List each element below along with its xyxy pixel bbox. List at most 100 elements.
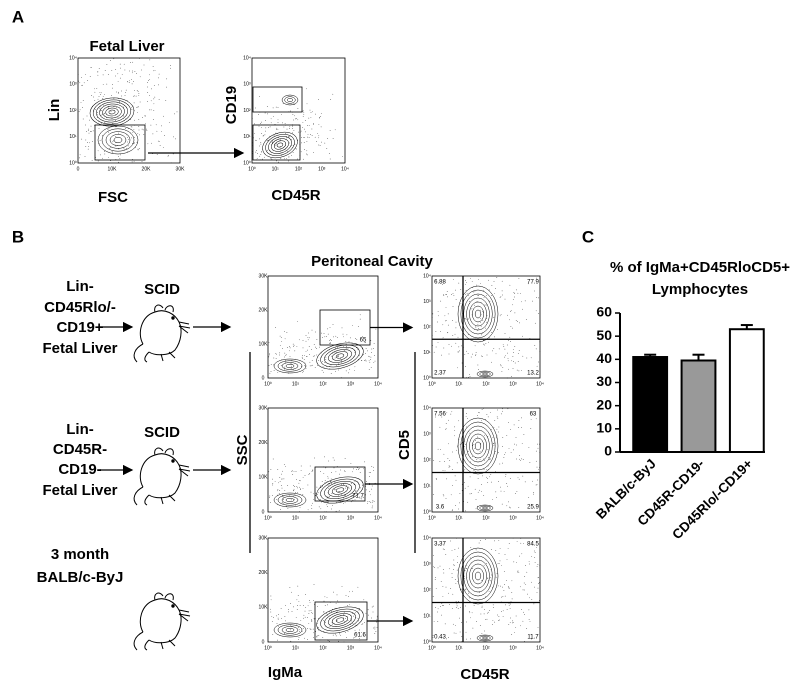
contour	[328, 613, 352, 627]
event-dot	[282, 348, 283, 349]
event-dot	[505, 604, 506, 606]
event-dot	[344, 471, 346, 473]
quadrant-value: 63	[530, 412, 537, 418]
event-dot	[146, 130, 148, 131]
event-dot	[279, 335, 281, 337]
event-dot	[346, 616, 348, 617]
event-dot	[437, 448, 439, 450]
event-dot	[315, 346, 316, 348]
event-dot	[304, 149, 305, 150]
event-dot	[368, 614, 369, 616]
event-dot	[454, 426, 456, 428]
event-dot	[87, 142, 88, 143]
event-dot	[278, 482, 280, 484]
event-dot	[509, 319, 510, 321]
event-dot	[141, 128, 143, 130]
plot-frame	[267, 407, 379, 513]
event-dot	[500, 295, 502, 297]
event-dot	[301, 630, 303, 632]
tick-label: 10⁰	[428, 381, 436, 387]
event-dot	[457, 446, 458, 448]
event-dot	[289, 629, 291, 631]
event-dot	[439, 565, 441, 567]
event-dot	[362, 623, 364, 625]
event-dot	[344, 482, 346, 484]
event-dot	[113, 58, 115, 60]
event-dot	[361, 498, 362, 500]
event-dot	[536, 277, 538, 279]
event-dot	[329, 366, 331, 367]
event-dot	[97, 150, 99, 152]
event-dot	[466, 377, 467, 378]
event-dot	[367, 350, 368, 352]
event-dot	[508, 604, 510, 606]
event-dot	[80, 101, 82, 103]
event-dot	[374, 355, 375, 356]
event-dot	[507, 360, 509, 362]
event-dot	[443, 549, 445, 550]
contour	[324, 480, 356, 500]
event-dot	[339, 491, 341, 493]
event-dot	[442, 470, 444, 471]
event-dot	[141, 69, 142, 71]
event-dot	[511, 598, 513, 600]
event-dot	[301, 366, 302, 367]
event-dot	[435, 587, 437, 589]
contour	[469, 433, 487, 459]
event-dot	[492, 607, 494, 608]
event-dot	[258, 125, 260, 127]
event-dot	[326, 497, 328, 499]
event-dot	[260, 123, 261, 124]
event-dot	[263, 134, 265, 136]
mouse-eye	[171, 459, 175, 463]
event-dot	[432, 636, 434, 638]
event-dot	[433, 566, 435, 568]
mouse-line	[144, 351, 176, 363]
event-dot	[514, 312, 516, 314]
event-dot	[452, 451, 453, 453]
event-dot	[472, 456, 473, 457]
event-dot	[376, 616, 378, 618]
event-dot	[497, 585, 499, 587]
event-dot	[478, 278, 479, 280]
event-dot	[440, 606, 441, 607]
event-dot	[481, 633, 483, 635]
event-dot	[318, 506, 320, 508]
event-dot	[270, 371, 272, 372]
event-dot	[119, 77, 121, 79]
contour	[457, 547, 499, 605]
event-dot	[284, 616, 286, 617]
event-dot	[341, 361, 342, 363]
event-dot	[363, 468, 364, 470]
contour	[273, 140, 287, 150]
event-dot	[82, 118, 84, 120]
event-dot	[309, 601, 311, 603]
event-dot	[481, 580, 483, 581]
event-dot	[343, 336, 344, 338]
event-dot	[366, 481, 367, 482]
event-dot	[115, 142, 117, 144]
event-dot	[340, 634, 342, 636]
event-dot	[115, 145, 117, 147]
event-dot	[284, 123, 286, 124]
event-dot	[444, 470, 446, 472]
event-dot	[252, 145, 253, 147]
event-dot	[289, 136, 291, 138]
tick-label: 10⁴	[423, 405, 431, 411]
event-dot	[285, 505, 287, 507]
event-dot	[454, 579, 456, 580]
event-dot	[133, 110, 135, 111]
contour	[324, 610, 356, 630]
event-dot	[434, 281, 436, 282]
event-dot	[303, 617, 305, 619]
contour	[474, 309, 482, 319]
event-dot	[269, 353, 271, 355]
event-dot	[493, 281, 495, 282]
event-dot	[466, 293, 468, 295]
event-dot	[166, 78, 168, 80]
tick-label: 10⁰	[423, 375, 431, 381]
contour	[482, 506, 488, 510]
event-dot	[457, 445, 459, 446]
mouse-line	[133, 631, 144, 651]
event-dot	[442, 284, 443, 285]
